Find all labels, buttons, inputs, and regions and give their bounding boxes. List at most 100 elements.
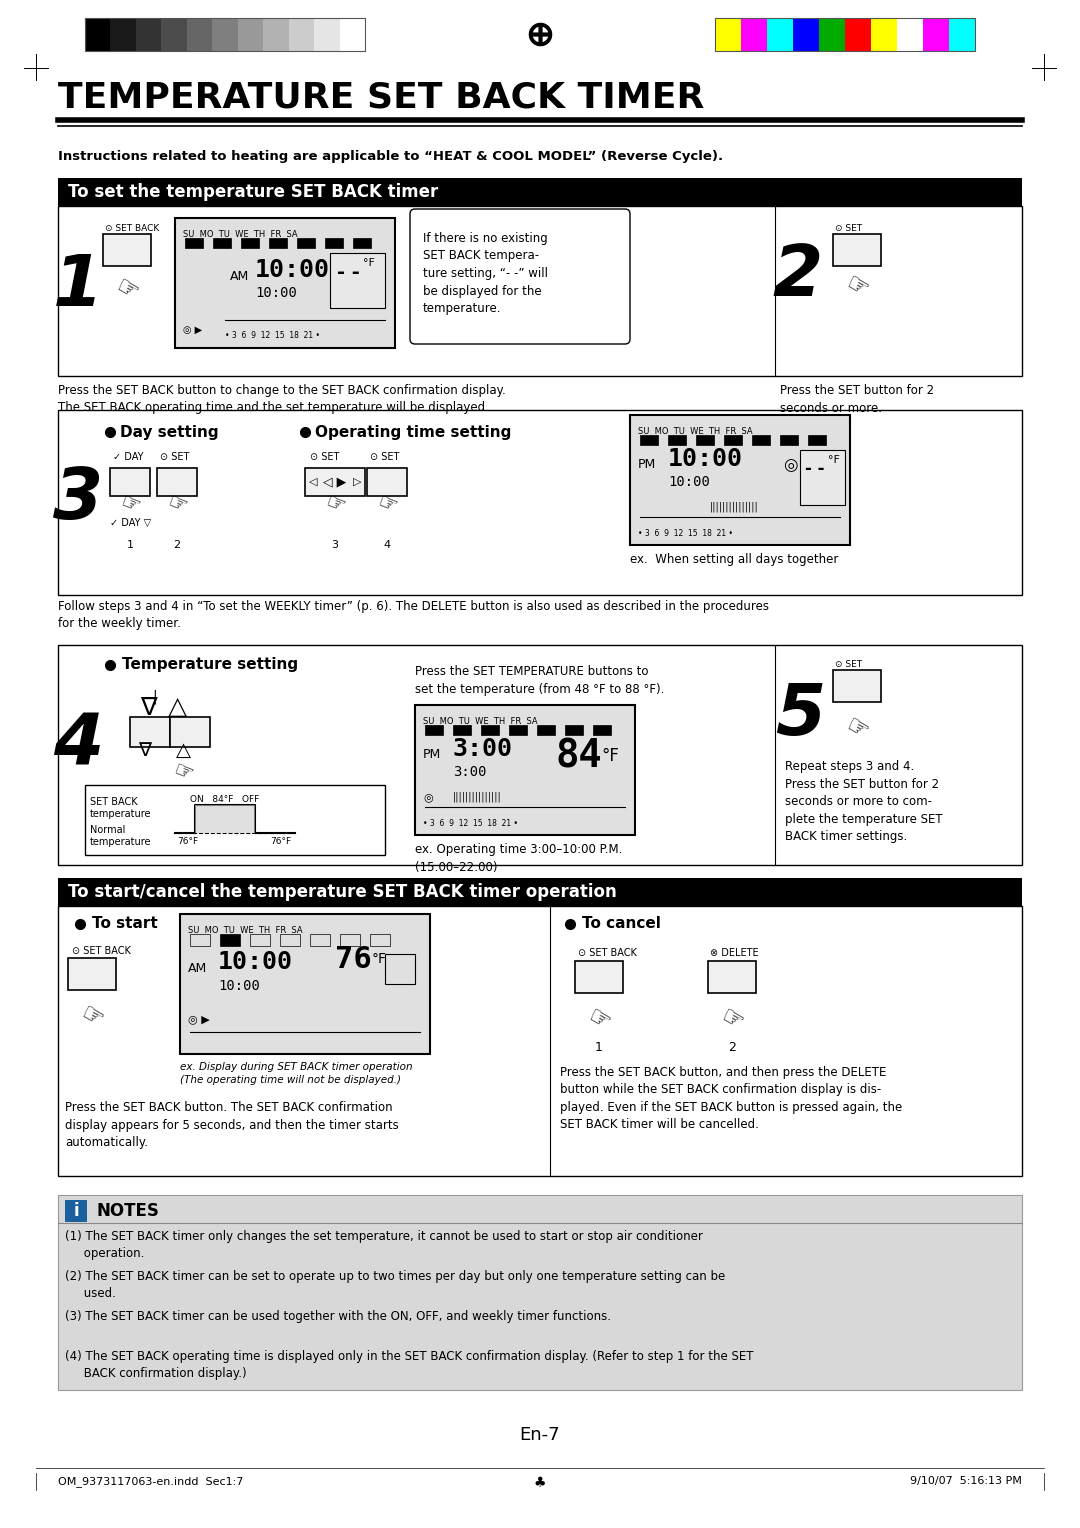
Bar bbox=[724, 435, 742, 445]
Bar bbox=[213, 18, 238, 50]
Text: ☞: ☞ bbox=[841, 714, 873, 746]
Bar bbox=[537, 724, 555, 735]
Text: 4: 4 bbox=[383, 539, 391, 550]
Text: Press the SET button for 2
seconds or more.: Press the SET button for 2 seconds or mo… bbox=[780, 384, 934, 414]
Text: 10:00: 10:00 bbox=[669, 475, 710, 489]
Text: ex. Display during SET BACK timer operation
(The operating time will not be disp: ex. Display during SET BACK timer operat… bbox=[180, 1062, 413, 1085]
Text: ◎: ◎ bbox=[423, 792, 433, 802]
Bar bbox=[353, 238, 372, 248]
Text: Press the SET BACK button, and then press the DELETE
button while the SET BACK c: Press the SET BACK button, and then pres… bbox=[561, 1067, 902, 1132]
Text: 2: 2 bbox=[773, 241, 823, 310]
Bar bbox=[870, 18, 897, 50]
Text: 9/10/07  5:16:13 PM: 9/10/07 5:16:13 PM bbox=[910, 1476, 1022, 1487]
Text: ☞: ☞ bbox=[111, 275, 143, 307]
Text: To start: To start bbox=[92, 917, 158, 932]
Text: • 3  6  9  12  15  18  21 •: • 3 6 9 12 15 18 21 • bbox=[638, 529, 733, 538]
Text: PM: PM bbox=[638, 458, 657, 472]
Bar bbox=[833, 669, 881, 701]
Text: To set the temperature SET BACK timer: To set the temperature SET BACK timer bbox=[68, 183, 438, 202]
Bar bbox=[715, 18, 975, 50]
Bar bbox=[696, 435, 714, 445]
Bar bbox=[175, 219, 395, 348]
Text: ☞: ☞ bbox=[77, 1002, 108, 1034]
Bar bbox=[640, 435, 658, 445]
Bar bbox=[85, 18, 365, 50]
Text: 3: 3 bbox=[53, 466, 103, 535]
FancyBboxPatch shape bbox=[410, 209, 630, 344]
Text: ✓ DAY: ✓ DAY bbox=[113, 452, 144, 461]
Text: En-7: En-7 bbox=[519, 1426, 561, 1444]
Text: OM_9373117063-en.indd  Sec1:7: OM_9373117063-en.indd Sec1:7 bbox=[58, 1476, 243, 1487]
Bar bbox=[565, 724, 583, 735]
Text: 4: 4 bbox=[53, 711, 103, 779]
Bar bbox=[85, 785, 384, 856]
Text: ∇: ∇ bbox=[139, 695, 157, 720]
Text: ◎: ◎ bbox=[783, 455, 797, 474]
Bar bbox=[340, 934, 360, 946]
Text: 3: 3 bbox=[332, 539, 338, 550]
Text: Day setting: Day setting bbox=[120, 425, 218, 440]
Text: Press the SET BACK button. The SET BACK confirmation
display appears for 5 secon: Press the SET BACK button. The SET BACK … bbox=[65, 1102, 399, 1149]
Bar bbox=[330, 254, 384, 309]
Bar bbox=[630, 416, 850, 545]
Text: ☞: ☞ bbox=[841, 272, 873, 304]
Bar bbox=[819, 18, 845, 50]
Bar bbox=[949, 18, 975, 50]
Text: • 3  6  9  12  15  18  21 •: • 3 6 9 12 15 18 21 • bbox=[423, 819, 518, 828]
Bar bbox=[249, 934, 270, 946]
Bar bbox=[190, 934, 210, 946]
Text: ⊗ DELETE: ⊗ DELETE bbox=[710, 947, 758, 958]
Bar bbox=[58, 879, 1022, 906]
Text: ⊙ SET: ⊙ SET bbox=[160, 452, 189, 461]
Bar bbox=[481, 724, 499, 735]
Bar bbox=[793, 18, 819, 50]
Text: TEMPERATURE SET BACK TIMER: TEMPERATURE SET BACK TIMER bbox=[58, 81, 704, 115]
Bar bbox=[110, 18, 136, 50]
Text: ⊙ SET: ⊙ SET bbox=[310, 452, 339, 461]
Text: To cancel: To cancel bbox=[582, 917, 661, 932]
Text: Follow steps 3 and 4 in “To set the WEEKLY timer” (p. 6). The DELETE button is a: Follow steps 3 and 4 in “To set the WEEK… bbox=[58, 601, 769, 631]
Bar bbox=[415, 704, 635, 834]
Bar bbox=[897, 18, 923, 50]
Text: ◁ ▶: ◁ ▶ bbox=[323, 475, 347, 489]
Text: 1: 1 bbox=[126, 539, 134, 550]
Text: ∇: ∇ bbox=[138, 741, 151, 759]
Text: If there is no existing
SET BACK tempera-
ture setting, “- -” will
be displayed : If there is no existing SET BACK tempera… bbox=[423, 232, 548, 315]
Text: temperature: temperature bbox=[90, 837, 151, 847]
Bar bbox=[130, 717, 170, 747]
Text: °F: °F bbox=[828, 455, 840, 465]
Bar bbox=[923, 18, 949, 50]
Text: °F: °F bbox=[600, 747, 619, 766]
Text: (2) The SET BACK timer can be set to operate up to two times per day but only on: (2) The SET BACK timer can be set to ope… bbox=[65, 1270, 726, 1300]
Text: 1: 1 bbox=[53, 252, 103, 321]
Bar bbox=[325, 238, 343, 248]
Bar bbox=[220, 934, 240, 946]
Text: 76°F: 76°F bbox=[270, 837, 292, 847]
Text: ✓ DAY ▽: ✓ DAY ▽ bbox=[110, 518, 151, 529]
Text: °F: °F bbox=[363, 258, 375, 267]
Text: i: i bbox=[73, 1203, 79, 1219]
Text: Press the SET BACK button to change to the SET BACK confirmation display.
The SE: Press the SET BACK button to change to t… bbox=[58, 384, 505, 414]
Text: • 3  6  9  12  15  18  21 •: • 3 6 9 12 15 18 21 • bbox=[225, 332, 320, 341]
Text: NOTES: NOTES bbox=[96, 1203, 159, 1219]
Text: |||||||||||||||: ||||||||||||||| bbox=[453, 792, 502, 802]
Bar bbox=[367, 468, 407, 497]
Text: Press the SET TEMPERATURE buttons to
set the temperature (from 48 °F to 88 °F).: Press the SET TEMPERATURE buttons to set… bbox=[415, 665, 664, 695]
Text: Temperature setting: Temperature setting bbox=[122, 657, 298, 672]
Bar bbox=[185, 238, 203, 248]
Text: AM: AM bbox=[188, 963, 207, 975]
Bar bbox=[58, 1195, 1022, 1390]
Text: ☞: ☞ bbox=[118, 492, 143, 518]
Text: △: △ bbox=[175, 741, 190, 759]
Text: 10:00: 10:00 bbox=[255, 258, 330, 283]
Bar bbox=[741, 18, 767, 50]
Text: SU  MO  TU  WE  TH  FR  SA: SU MO TU WE TH FR SA bbox=[183, 231, 298, 238]
Bar bbox=[264, 18, 288, 50]
Bar bbox=[161, 18, 187, 50]
Text: 10:00: 10:00 bbox=[218, 979, 260, 993]
Text: |: | bbox=[152, 689, 158, 704]
Text: ▷: ▷ bbox=[353, 477, 361, 487]
Text: temperature: temperature bbox=[90, 808, 151, 819]
Bar bbox=[384, 953, 415, 984]
Bar bbox=[752, 435, 770, 445]
